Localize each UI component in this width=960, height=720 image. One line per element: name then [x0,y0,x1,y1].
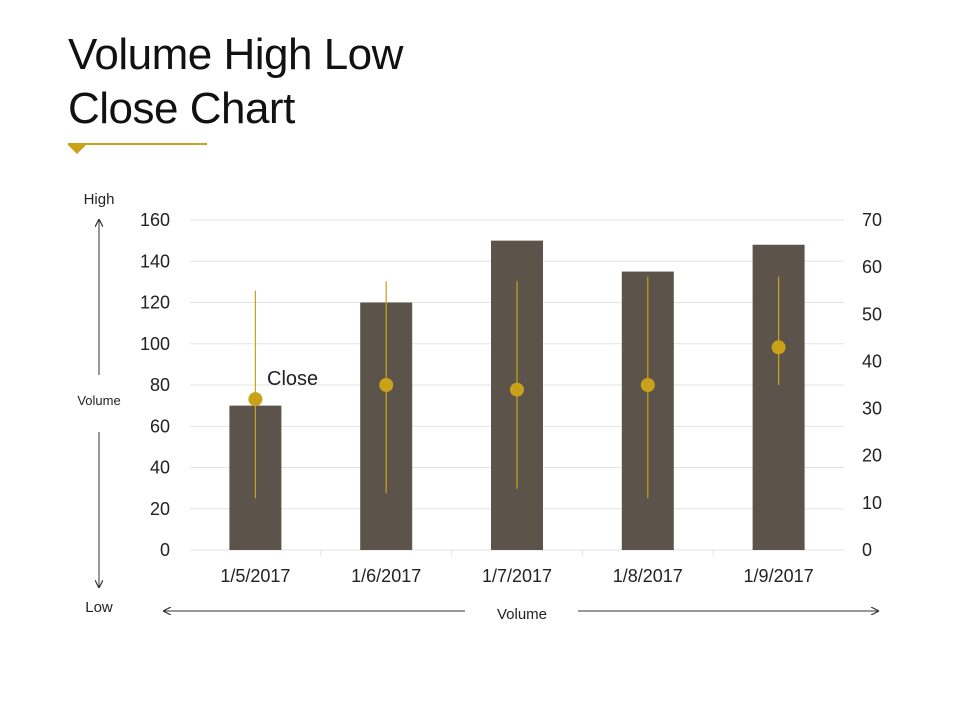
x-tick-label: 1/6/2017 [351,566,421,586]
close-point [379,378,394,392]
left-tick-label: 80 [150,375,170,395]
x-tick-label: 1/5/2017 [220,566,290,586]
page-title: Volume High Low Close Chart [68,28,403,136]
side-label-low: Low [85,599,113,616]
title-marker-icon [68,145,86,154]
close-point [510,382,524,397]
left-tick-label: 40 [150,458,170,478]
close-point [248,392,263,407]
right-tick-label: 50 [862,304,882,324]
close-point [771,340,786,355]
right-tick-label: 60 [862,257,882,277]
right-tick-label: 30 [862,399,882,419]
title-line-1: Volume High Low [68,30,403,79]
left-tick-label: 160 [140,210,170,230]
title-line-2: Close Chart [68,84,295,133]
left-tick-label: 20 [150,499,170,519]
close-annotation: Close [267,368,318,390]
left-tick-label: 100 [140,334,170,354]
close-point [640,378,655,392]
left-tick-label: 120 [140,293,170,313]
x-tick-label: 1/7/2017 [482,566,552,586]
x-tick-label: 1/9/2017 [744,566,814,586]
side-label-high: High [84,191,115,208]
right-tick-label: 10 [862,493,882,513]
left-tick-label: 0 [160,540,170,560]
right-tick-label: 0 [862,540,872,560]
left-tick-label: 140 [140,251,170,271]
x-tick-label: 1/8/2017 [613,566,683,586]
bottom-label-volume: Volume [497,606,547,623]
right-tick-label: 40 [862,351,882,371]
title-underline [68,143,207,145]
right-tick-label: 70 [862,210,882,230]
side-label-volume: Volume [77,393,120,408]
left-tick-label: 60 [150,416,170,436]
right-tick-label: 20 [862,446,882,466]
